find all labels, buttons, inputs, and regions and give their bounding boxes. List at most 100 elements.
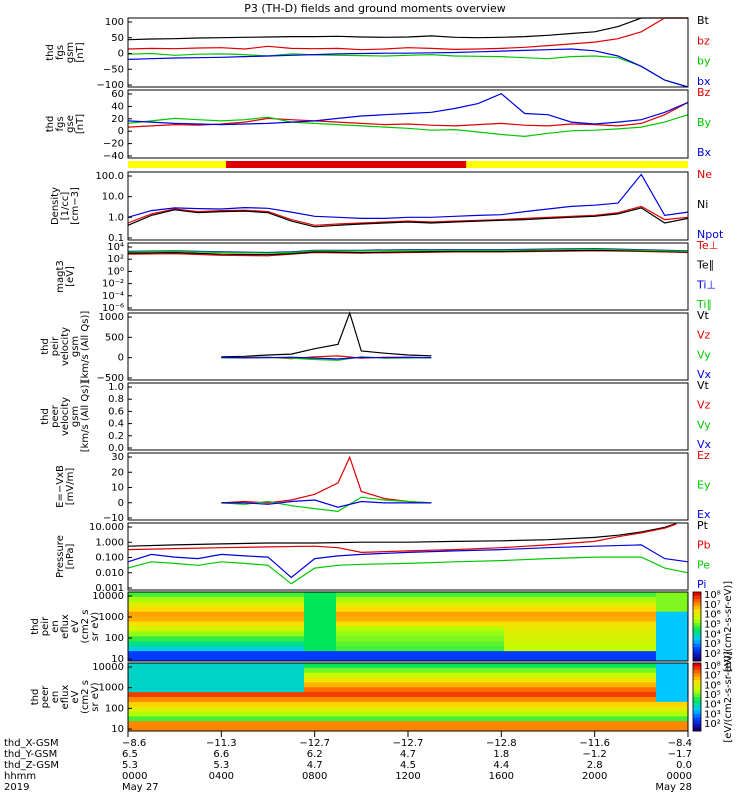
heatmap-cell [264, 596, 273, 603]
heatmap-cell [568, 631, 577, 637]
heatmap-cell [480, 716, 489, 722]
heatmap-cell [336, 667, 345, 674]
colorbar-tick-label: 10⁴ [704, 700, 721, 711]
heatmap-cell [304, 687, 313, 693]
heatmap-cell [672, 663, 681, 669]
heatmap-cell [272, 726, 281, 732]
heatmap-cell [632, 606, 641, 613]
heatmap-cell [384, 663, 393, 669]
heatmap-cell [504, 677, 513, 683]
heatmap-cell [648, 726, 657, 732]
heatmap-cell [384, 687, 393, 693]
heatmap-cell [496, 667, 505, 674]
heatmap-cell [464, 672, 473, 679]
heatmap-cell [200, 726, 209, 732]
heatmap-cell [392, 677, 401, 683]
heatmap-cell [296, 682, 305, 688]
heatmap-cell [272, 667, 281, 674]
heatmap-cell [192, 697, 201, 703]
heatmap-cell [488, 651, 497, 657]
heatmap-cell [616, 631, 625, 637]
heatmap-cell [448, 621, 457, 627]
heatmap-cell [384, 611, 393, 618]
heatmap-cell [512, 636, 521, 642]
heatmap-cell [400, 621, 409, 627]
heatmap-cell [208, 726, 217, 732]
heatmap-cell [440, 592, 449, 598]
heatmap-cell [200, 621, 209, 627]
heatmap-cell [224, 711, 233, 717]
heatmap-cell [536, 631, 545, 637]
heatmap-cell [504, 631, 513, 637]
heatmap-cell [288, 687, 297, 693]
heatmap-cell [448, 716, 457, 722]
heatmap-cell [648, 616, 657, 623]
heatmap-cell [568, 667, 577, 674]
heatmap-cell [456, 626, 465, 632]
y-axis-label: Pressure [55, 535, 66, 578]
heatmap-cell [504, 646, 513, 652]
heatmap-cell [440, 721, 449, 727]
heatmap-cell [328, 651, 337, 657]
heatmap-cell [552, 651, 561, 657]
heatmap-cell [264, 682, 273, 688]
colorbar-frame [692, 662, 702, 732]
y-tick-label: 100 [105, 703, 124, 714]
heatmap-cell [376, 711, 385, 717]
heatmap-cell [680, 606, 689, 613]
heatmap-cell [680, 716, 689, 722]
heatmap-cell [288, 721, 297, 727]
heatmap-cell [376, 636, 385, 642]
heatmap-cell [264, 706, 273, 713]
heatmap-cell [544, 697, 553, 703]
heatmap-cell [600, 606, 609, 613]
heatmap-cell [376, 667, 385, 674]
heatmap-cell [304, 626, 313, 632]
y-axis-label: [km/s (All Qs)] [80, 311, 91, 383]
y-tick-label: 1.000 [95, 537, 124, 548]
legend-label: Vt [697, 379, 710, 392]
heatmap-cell [296, 631, 305, 637]
heatmap-cell [192, 626, 201, 632]
heatmap-cell [592, 631, 601, 637]
heatmap-cell [640, 592, 649, 598]
heatmap-cell [576, 616, 585, 623]
y-tick-label: 10⁰ [107, 266, 124, 277]
heatmap-cell [368, 641, 377, 647]
heatmap-cell [440, 667, 449, 674]
heatmap-cell [168, 641, 177, 647]
heatmap-cell [480, 626, 489, 632]
heatmap-cell [368, 596, 377, 603]
heatmap-cell [456, 687, 465, 693]
x-tick-label: −12.7 [299, 738, 330, 749]
heatmap-cell [184, 621, 193, 627]
heatmap-cell [560, 611, 569, 618]
heatmap-cell [216, 687, 225, 693]
y-axis-label: eflux [60, 685, 71, 710]
heatmap-cell [400, 701, 409, 708]
heatmap-cell [496, 641, 505, 647]
heatmap-cell [160, 621, 169, 627]
heatmap-cell [576, 697, 585, 703]
heatmap-cell [264, 672, 273, 679]
heatmap-cell [664, 663, 673, 669]
heatmap-cell [480, 677, 489, 683]
heatmap-cell [392, 667, 401, 674]
heatmap-cell [560, 667, 569, 674]
heatmap-cell [528, 672, 537, 679]
colorbar-tick-label: 10³ [704, 709, 721, 720]
colorbar-segment [693, 697, 701, 701]
heatmap-cell [160, 611, 169, 618]
heatmap-cell [264, 726, 273, 732]
y-axis-label: sr eV) [90, 682, 101, 711]
heatmap-cell [280, 656, 289, 662]
heatmap-cell [616, 701, 625, 708]
y-axis-label: [nPa] [65, 543, 76, 569]
heatmap-cell [520, 651, 529, 657]
heatmap-cell [136, 596, 145, 603]
heatmap-cell [224, 636, 233, 642]
x-tick-label: May 28 [655, 782, 692, 793]
heatmap-cell [280, 596, 289, 603]
